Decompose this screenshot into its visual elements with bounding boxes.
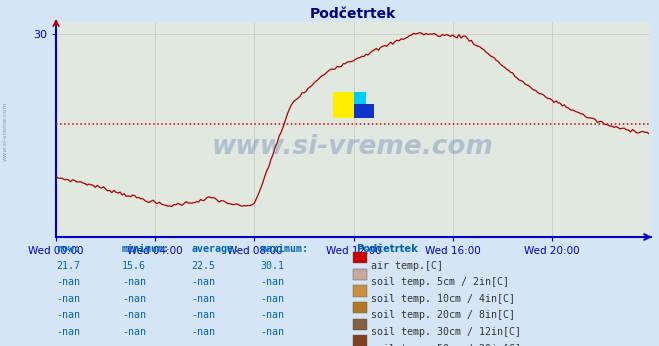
Text: -nan: -nan — [122, 327, 146, 337]
Text: -nan: -nan — [56, 277, 80, 287]
Text: -nan: -nan — [260, 310, 284, 320]
Text: 22.5: 22.5 — [191, 261, 215, 271]
Text: soil temp. 20cm / 8in[C]: soil temp. 20cm / 8in[C] — [371, 310, 515, 320]
Text: average:: average: — [191, 244, 239, 254]
Text: -nan: -nan — [191, 277, 215, 287]
Text: www.si-vreme.com: www.si-vreme.com — [3, 102, 8, 161]
Text: -nan: -nan — [191, 310, 215, 320]
Text: -nan: -nan — [56, 310, 80, 320]
Text: -nan: -nan — [260, 327, 284, 337]
Text: now:: now: — [56, 244, 80, 254]
Text: -nan: -nan — [122, 277, 146, 287]
Text: -nan: -nan — [260, 277, 284, 287]
Text: -nan: -nan — [122, 344, 146, 346]
Text: -nan: -nan — [191, 294, 215, 304]
Text: -nan: -nan — [191, 327, 215, 337]
Text: minimum:: minimum: — [122, 244, 170, 254]
Text: -nan: -nan — [260, 344, 284, 346]
FancyBboxPatch shape — [354, 104, 374, 118]
Text: soil temp. 5cm / 2in[C]: soil temp. 5cm / 2in[C] — [371, 277, 509, 287]
Text: Podčetrtek: Podčetrtek — [356, 244, 418, 254]
Text: maximum:: maximum: — [260, 244, 308, 254]
Text: -nan: -nan — [260, 294, 284, 304]
Text: -nan: -nan — [122, 294, 146, 304]
Text: air temp.[C]: air temp.[C] — [371, 261, 443, 271]
Text: www.si-vreme.com: www.si-vreme.com — [212, 134, 494, 160]
Text: -nan: -nan — [56, 294, 80, 304]
Text: -nan: -nan — [122, 310, 146, 320]
FancyBboxPatch shape — [354, 92, 366, 118]
Text: soil temp. 10cm / 4in[C]: soil temp. 10cm / 4in[C] — [371, 294, 515, 304]
Text: -nan: -nan — [56, 344, 80, 346]
Text: soil temp. 50cm / 20in[C]: soil temp. 50cm / 20in[C] — [371, 344, 521, 346]
Text: -nan: -nan — [56, 327, 80, 337]
FancyBboxPatch shape — [333, 92, 354, 118]
Text: 21.7: 21.7 — [56, 261, 80, 271]
Text: soil temp. 30cm / 12in[C]: soil temp. 30cm / 12in[C] — [371, 327, 521, 337]
Text: 30.1: 30.1 — [260, 261, 284, 271]
Title: Podčetrtek: Podčetrtek — [310, 7, 395, 21]
Text: -nan: -nan — [191, 344, 215, 346]
Text: 15.6: 15.6 — [122, 261, 146, 271]
